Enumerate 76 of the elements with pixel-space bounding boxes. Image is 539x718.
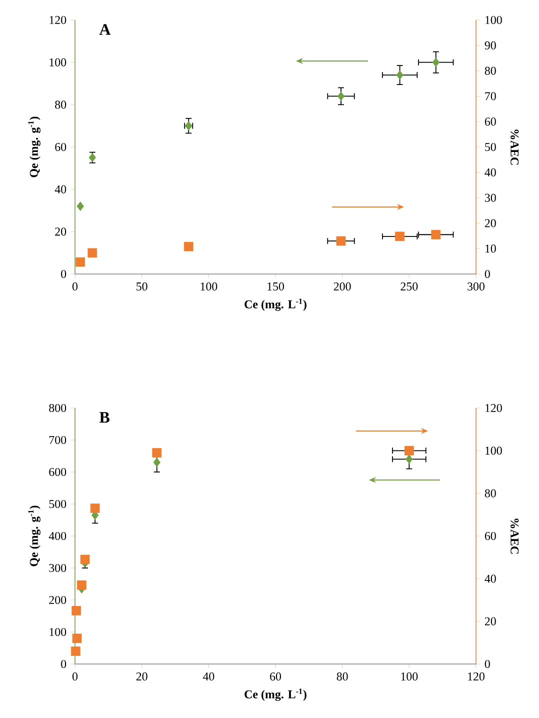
- y-tick-label: 40: [54, 185, 66, 194]
- point: [396, 70, 404, 80]
- y-tick-label: 500: [49, 500, 66, 508]
- y-tick-label: 60: [55, 142, 66, 152]
- y2-axis-title: %AEC: [510, 130, 519, 165]
- point: [184, 242, 194, 252]
- y2-tick-label: 20: [484, 219, 496, 228]
- point: [337, 92, 345, 101]
- y2-tick-label: 60: [484, 532, 496, 540]
- x-axis-title: Ce (mg. L$^{-1}$): [244, 688, 306, 701]
- x-tick-label: 100: [401, 672, 418, 680]
- point: [432, 58, 440, 68]
- chart-title: A: [99, 24, 111, 35]
- x-tick-label: 150: [268, 282, 284, 290]
- y-axis-title: Qe (mg. g$^{-1}$): [28, 506, 40, 566]
- point: [80, 554, 90, 564]
- point: [395, 232, 404, 242]
- x-tick-label: 250: [400, 282, 418, 290]
- point: [77, 580, 86, 590]
- point: [72, 606, 82, 616]
- y2-tick-label: 40: [484, 168, 496, 176]
- y2-tick-label: 30: [485, 194, 496, 202]
- y-tick-label: 80: [55, 100, 66, 109]
- chart-title: B: [100, 412, 110, 423]
- point: [431, 230, 441, 240]
- point: [336, 236, 346, 246]
- x-tick-label: 120: [468, 672, 485, 680]
- y2-tick-label: 80: [484, 66, 496, 75]
- y-tick-label: 800: [49, 404, 66, 412]
- y2-axis-title: %AEC: [510, 518, 519, 554]
- x-tick-label: 0: [72, 282, 78, 290]
- y2-tick-label: 60: [484, 118, 496, 126]
- point: [404, 446, 414, 456]
- y-tick-label: 120: [50, 16, 66, 24]
- y2-tick-label: 10: [485, 244, 496, 253]
- point: [88, 248, 98, 258]
- y-tick-label: 300: [49, 564, 66, 572]
- y2-tick-label: 100: [485, 446, 502, 455]
- y-tick-label: 700: [49, 436, 66, 444]
- point: [72, 634, 82, 644]
- x-tick-label: 0: [72, 672, 78, 680]
- x-axis-title: Ce (mg. L$^{-1}$): [244, 298, 306, 311]
- y-tick-label: 600: [49, 468, 66, 476]
- y-tick-label: 20: [55, 228, 66, 236]
- x-tick-label: 20: [136, 672, 148, 680]
- y-tick-label: 400: [48, 532, 66, 540]
- point: [70, 646, 80, 656]
- x-tick-label: 80: [336, 672, 348, 680]
- point: [406, 454, 413, 464]
- y-tick-label: 0: [61, 270, 66, 278]
- x-tick-label: 60: [270, 672, 282, 680]
- x-tick-label: 50: [136, 282, 148, 290]
- y-tick-label: 100: [50, 58, 66, 66]
- point: [152, 448, 162, 458]
- y2-tick-label: 70: [485, 92, 496, 100]
- point: [76, 202, 84, 211]
- y2-tick-label: 50: [485, 142, 496, 152]
- y-tick-label: 0: [61, 660, 66, 668]
- x-tick-label: 100: [200, 282, 218, 290]
- x-tick-label: 300: [468, 282, 485, 290]
- y2-tick-label: 100: [485, 16, 502, 24]
- y-axis-title: Qe (mg. g$^{-1}$): [28, 116, 40, 178]
- y-tick-label: 100: [50, 628, 66, 636]
- y2-tick-label: 0: [484, 660, 490, 668]
- point: [153, 458, 160, 468]
- point: [76, 257, 86, 267]
- point: [90, 504, 100, 513]
- y2-tick-label: 120: [485, 404, 502, 412]
- x-tick-label: 200: [334, 282, 351, 290]
- x-tick-label: 40: [202, 672, 214, 680]
- y2-tick-label: 0: [484, 270, 490, 278]
- y2-tick-label: 90: [484, 41, 496, 50]
- y-tick-label: 200: [49, 596, 66, 604]
- y2-tick-label: 20: [484, 617, 496, 626]
- y2-tick-label: 40: [484, 574, 496, 583]
- y2-tick-label: 80: [484, 489, 496, 498]
